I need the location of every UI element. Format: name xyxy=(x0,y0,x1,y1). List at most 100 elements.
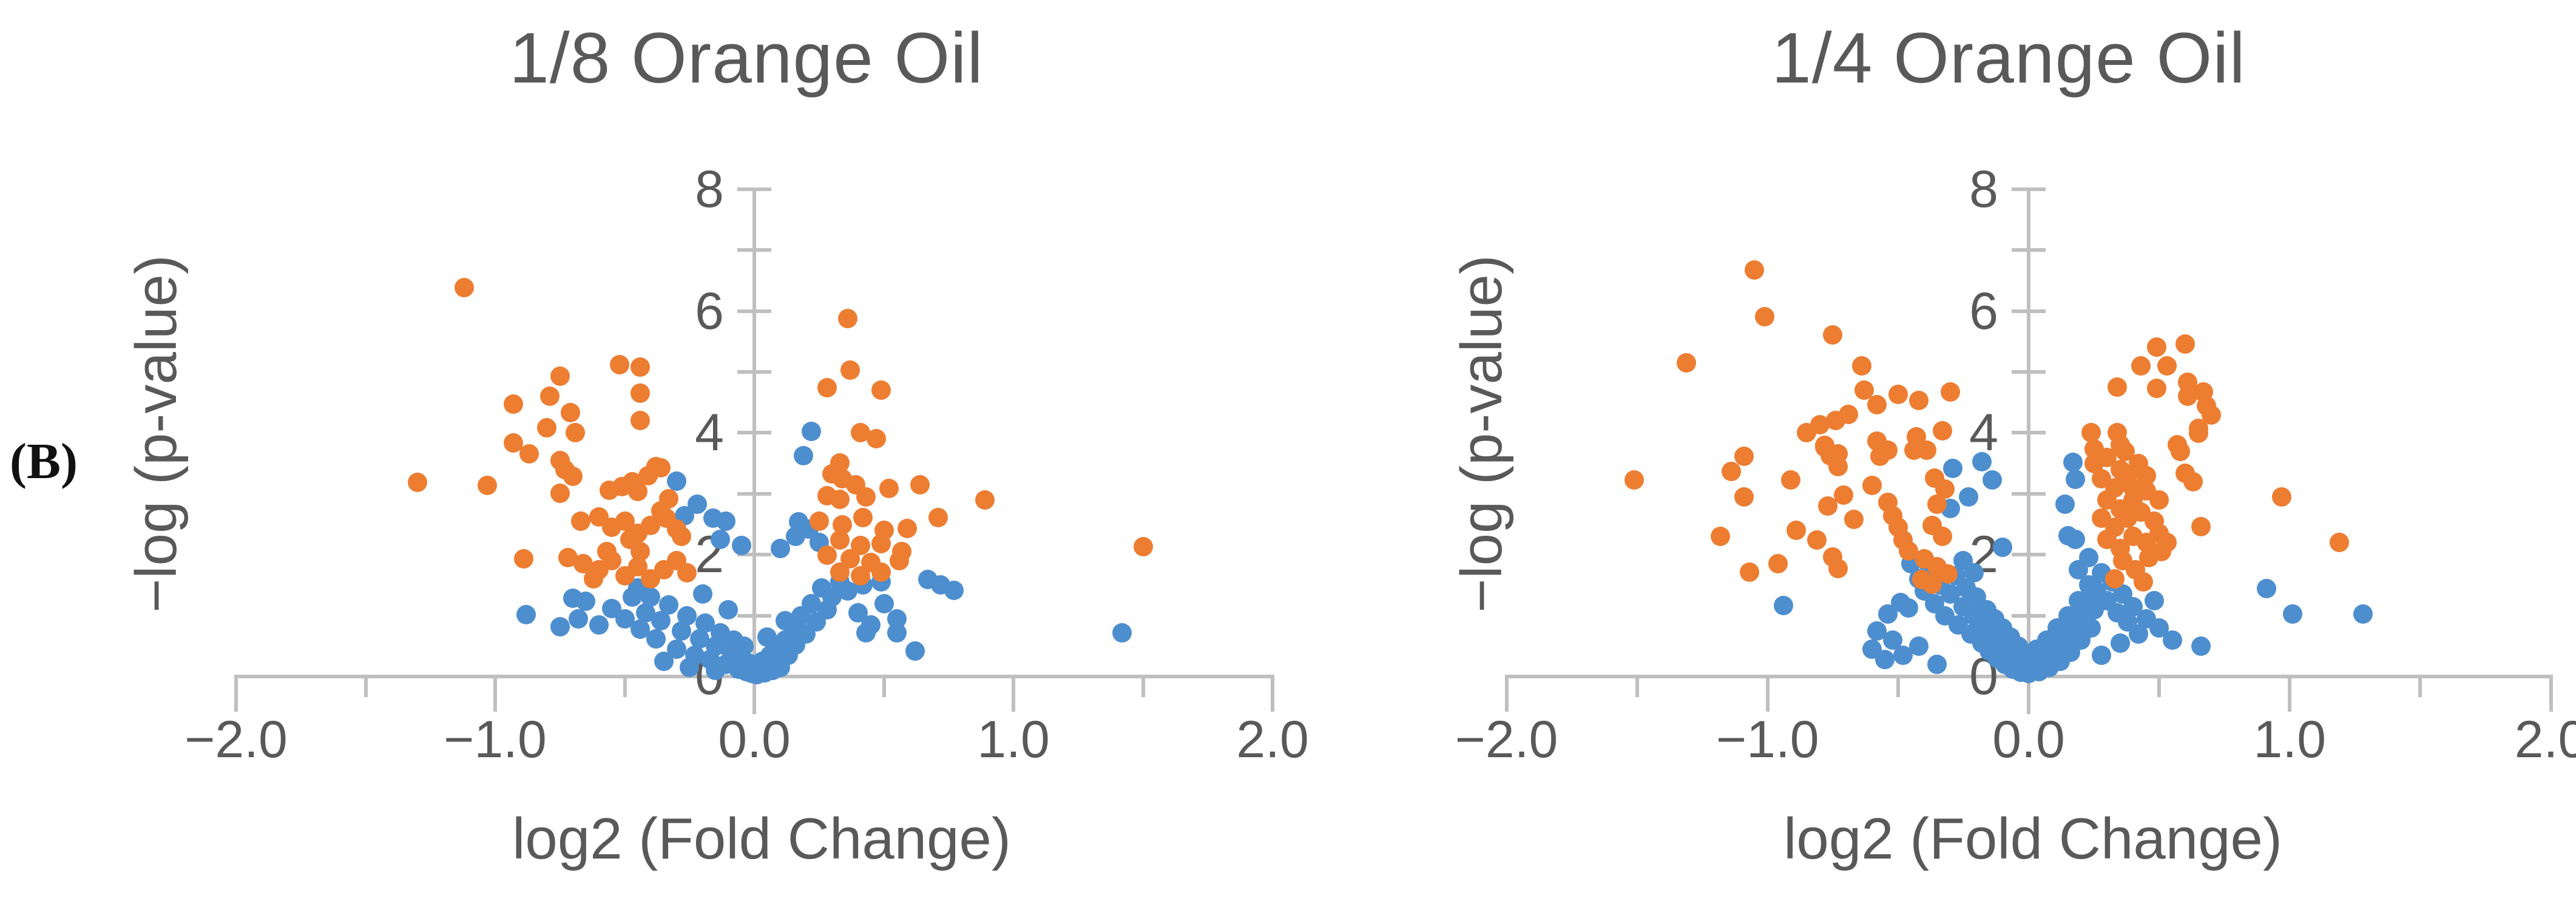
data-point xyxy=(830,489,850,509)
x-tick-label: −2.0 xyxy=(184,710,288,769)
data-point xyxy=(887,609,907,629)
data-point xyxy=(718,599,739,619)
x-tick-label: −2.0 xyxy=(1455,710,1558,769)
data-point xyxy=(2191,517,2211,537)
data-point xyxy=(659,488,679,508)
data-point xyxy=(871,562,891,582)
y-axis-tick xyxy=(737,553,771,557)
data-point xyxy=(513,549,533,569)
data-point xyxy=(2146,337,2166,357)
data-point xyxy=(1624,470,1645,490)
data-point xyxy=(646,629,666,649)
x-axis-major-tick xyxy=(2549,677,2553,712)
data-point xyxy=(1677,353,1697,373)
y-axis-tick xyxy=(2012,431,2046,435)
data-point xyxy=(550,616,570,636)
data-point xyxy=(1781,470,1801,490)
data-point xyxy=(871,380,891,400)
x-axis-minor-tick xyxy=(1141,677,1145,697)
data-point xyxy=(905,641,925,661)
data-point xyxy=(1943,458,1963,478)
data-point xyxy=(539,386,559,407)
x-axis-major-tick xyxy=(752,677,756,712)
y-tick-label: 6 xyxy=(695,282,724,340)
x-axis-major-tick xyxy=(234,677,238,712)
x-axis-minor-tick xyxy=(2418,677,2422,697)
data-point xyxy=(840,360,860,380)
data-point xyxy=(519,444,539,464)
data-point xyxy=(2108,377,2128,397)
data-point xyxy=(550,366,570,386)
data-point xyxy=(809,511,829,531)
data-point xyxy=(563,466,583,486)
data-point xyxy=(866,429,886,449)
x-axis-minor-tick xyxy=(623,677,627,697)
y-tick-label: 4 xyxy=(695,403,724,462)
data-point xyxy=(1927,494,1947,514)
x-tick-label: 2.0 xyxy=(2514,710,2576,769)
x-tick-label: 2.0 xyxy=(1236,710,1309,769)
data-point xyxy=(1940,382,1960,402)
data-point xyxy=(516,604,536,624)
y-axis-tick xyxy=(2012,491,2046,496)
data-point xyxy=(1927,654,1947,674)
data-point xyxy=(2272,487,2292,507)
data-point xyxy=(630,383,651,403)
data-point xyxy=(630,411,651,431)
data-point xyxy=(570,511,590,531)
data-point xyxy=(1112,623,1132,643)
x-axis-major-tick xyxy=(1012,677,1015,712)
data-point xyxy=(1922,575,1942,595)
data-point xyxy=(2055,494,2075,514)
y-axis-tick xyxy=(2012,187,2046,191)
data-point xyxy=(801,422,821,442)
y-axis-tick xyxy=(737,613,771,618)
data-point xyxy=(1823,325,1843,345)
data-point xyxy=(537,418,557,438)
data-point xyxy=(2146,379,2166,399)
y-axis-tick xyxy=(737,431,771,435)
data-point xyxy=(2081,618,2101,638)
data-point xyxy=(861,615,881,635)
x-tick-label: 1.0 xyxy=(2253,710,2327,769)
data-point xyxy=(910,474,930,494)
data-point xyxy=(1828,559,1848,579)
x-axis-major-tick xyxy=(1271,677,1274,712)
data-point xyxy=(711,530,731,550)
data-point xyxy=(1739,562,1759,582)
data-point xyxy=(630,542,651,562)
data-point xyxy=(1982,470,2002,490)
data-point xyxy=(2183,471,2203,491)
data-point xyxy=(944,581,964,601)
data-point xyxy=(1797,423,1817,443)
data-point xyxy=(2118,508,2138,528)
data-point xyxy=(566,423,586,443)
y-axis-tick xyxy=(2012,309,2046,313)
data-point xyxy=(1833,485,1853,505)
y-axis-tick xyxy=(737,370,771,374)
data-point xyxy=(837,581,857,601)
data-point xyxy=(1773,595,1793,615)
data-point xyxy=(666,471,686,491)
data-point xyxy=(677,563,697,583)
data-point xyxy=(817,378,837,398)
data-point xyxy=(890,551,910,571)
data-point xyxy=(2178,386,2198,407)
data-point xyxy=(2157,356,2177,376)
x-axis-minor-tick xyxy=(1635,677,1639,697)
y-axis-tick xyxy=(737,491,771,496)
data-point xyxy=(1851,356,1871,376)
x-axis-title: log2 (Fold Change) xyxy=(512,806,1011,871)
data-point xyxy=(589,615,609,635)
data-point xyxy=(1870,446,1890,466)
data-point xyxy=(584,569,604,589)
data-point xyxy=(2134,572,2154,592)
data-point xyxy=(1734,487,1754,507)
x-tick-label: 0.0 xyxy=(718,710,791,769)
data-point xyxy=(716,511,736,531)
data-point xyxy=(454,278,474,298)
data-point xyxy=(560,403,580,423)
